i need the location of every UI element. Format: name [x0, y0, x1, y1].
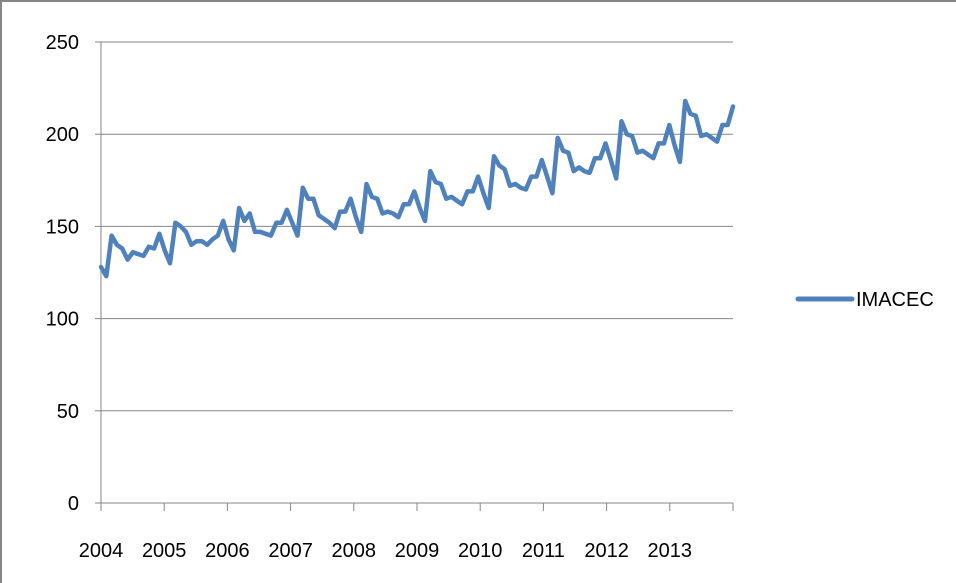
y-tick-label-50: 50	[57, 401, 79, 423]
x-tick-label-2010: 2010	[458, 540, 503, 562]
series-line-imacec	[98, 98, 736, 279]
y-tick-labels: 0 50 100 150 200 250	[46, 32, 79, 515]
legend-label-imacec: IMACEC	[856, 289, 934, 311]
y-tick-label-100: 100	[46, 309, 79, 331]
x-tick-label-2011: 2011	[522, 540, 565, 562]
x-tick-label-2009: 2009	[395, 540, 440, 562]
y-tick-label-150: 150	[46, 216, 79, 238]
y-tick-label-250: 250	[46, 32, 79, 54]
axes	[95, 41, 734, 511]
x-tick-label-2012: 2012	[584, 540, 629, 562]
x-tick-label-2013: 2013	[648, 540, 693, 562]
x-tick-label-2005: 2005	[142, 540, 187, 562]
series-lines	[98, 98, 736, 279]
y-tick-label-200: 200	[46, 124, 79, 146]
x-tick-label-2007: 2007	[268, 540, 313, 562]
x-tick-labels: 2004 2005 2006 2007 2008 2009 2010 2011 2012 2013	[79, 540, 692, 562]
legend: IMACEC	[795, 289, 934, 311]
y-tick-label-0: 0	[68, 493, 79, 515]
x-tick-label-2006: 2006	[205, 540, 250, 562]
x-tick-label-2004: 2004	[79, 540, 124, 562]
gridlines	[101, 41, 733, 412]
x-tick-label-2008: 2008	[332, 540, 377, 562]
